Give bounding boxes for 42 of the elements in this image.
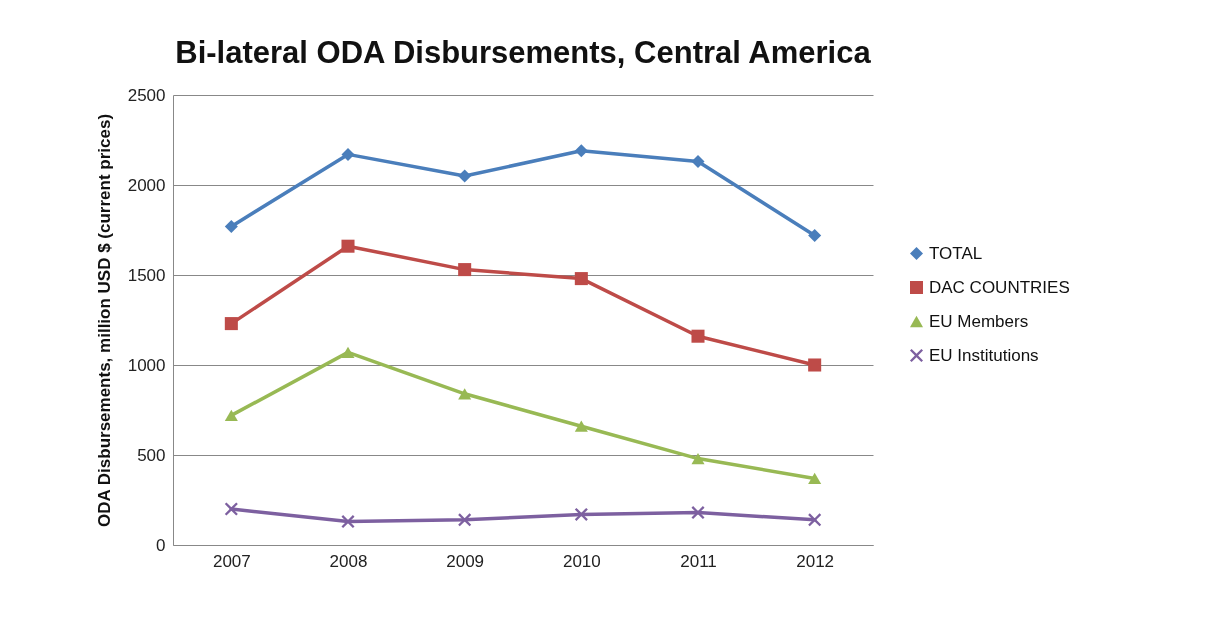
y-tick-label: 500: [137, 445, 166, 465]
point: [341, 239, 355, 253]
point: [808, 513, 822, 527]
point: [808, 472, 822, 485]
point: [574, 420, 588, 432]
point: [574, 507, 588, 521]
point: [224, 409, 238, 422]
point: [808, 228, 822, 242]
point: [574, 144, 588, 158]
y-tick-label: 1500: [127, 265, 166, 285]
point: [574, 272, 588, 286]
point: [341, 346, 355, 359]
y-tick-label: 2000: [127, 175, 166, 195]
y-tick-label: 2500: [127, 85, 166, 105]
legend-label: EU Members: [929, 311, 1029, 331]
legend-label: EU Institutions: [929, 345, 1039, 365]
x-tick-label: 2010: [562, 551, 601, 571]
x-tick-label: 2007: [212, 551, 251, 571]
point: [341, 147, 355, 161]
x-tick-label: 2012: [796, 551, 835, 571]
x-tick-label: 2009: [446, 551, 485, 571]
x-tick-label: 2011: [680, 551, 717, 571]
y-tick-label: 0: [156, 535, 166, 555]
point: [458, 169, 472, 183]
point: [458, 388, 472, 400]
point: [224, 317, 238, 331]
point: [691, 506, 705, 520]
point: [224, 219, 238, 233]
point: [224, 502, 238, 516]
point: [808, 358, 822, 372]
point: [458, 263, 472, 277]
y-axis-title: ODA Disbursements, million USD $ (current prices): [94, 113, 114, 528]
point: [341, 515, 355, 529]
legend-label: DAC COUNTRIES: [929, 277, 1070, 297]
legend-label: TOTAL: [929, 243, 983, 263]
point: [691, 452, 705, 465]
point: [691, 155, 705, 169]
y-tick-label: 1000: [127, 355, 166, 375]
x-tick-label: 2008: [329, 551, 368, 571]
point: [691, 329, 705, 343]
chart-title: Bi-lateral ODA Disbursements, Central America: [175, 35, 872, 70]
point: [458, 513, 472, 527]
